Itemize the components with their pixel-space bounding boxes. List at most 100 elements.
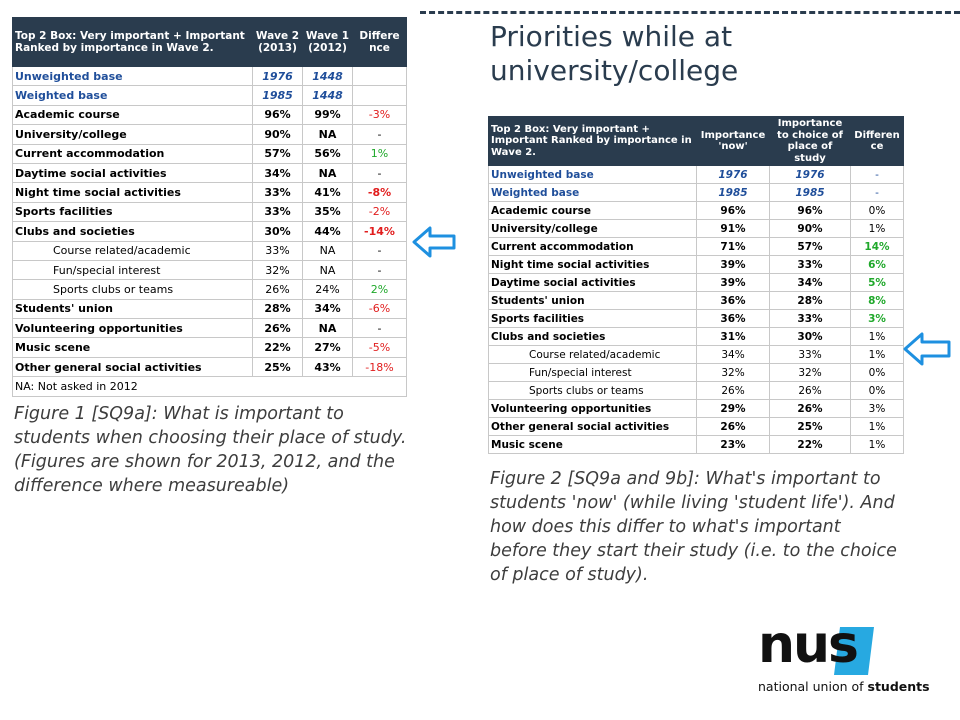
row-label: Sports facilities	[12, 201, 253, 223]
row-label: Music scene	[488, 435, 697, 454]
difference-value: -18%	[352, 356, 407, 378]
table-row: Music scene 22% 27% -5%	[12, 337, 407, 358]
row-label: Unweighted base	[488, 165, 697, 184]
value-b: NA	[302, 124, 353, 145]
value-b: 99%	[302, 104, 353, 126]
row-label: Weighted base	[12, 85, 253, 106]
row-label: Other general social activities	[12, 356, 253, 378]
row-label: Night time social activities	[12, 182, 253, 203]
row-label: Other general social activities	[488, 417, 697, 436]
value-b: 33%	[769, 345, 851, 364]
header-importance-now: Importance 'now'	[696, 116, 770, 166]
value-a: 1985	[696, 183, 770, 202]
difference-value	[352, 65, 407, 87]
header-wave1: Wave 1 (2012)	[302, 17, 353, 67]
value-a: 26%	[696, 417, 770, 436]
difference-value: 1%	[850, 345, 904, 364]
table-row: Fun/special interest 32% 32% 0%	[488, 363, 904, 382]
value-b: 24%	[302, 279, 353, 300]
value-a: 34%	[252, 162, 303, 184]
table-row: Students' union 28% 34% -6%	[12, 298, 407, 320]
value-a: 23%	[696, 435, 770, 454]
table-row: Daytime social activities 39% 34% 5%	[488, 273, 904, 292]
table-row: Students' union 36% 28% 8%	[488, 291, 904, 310]
row-label: Weighted base	[488, 183, 697, 202]
row-label: Course related/academic	[12, 240, 253, 261]
value-b: NA	[302, 162, 353, 184]
value-a: 33%	[252, 240, 303, 261]
figure1-caption: Figure 1 [SQ9a]: What is important to st…	[14, 404, 407, 496]
difference-value: 0%	[850, 363, 904, 382]
table-row: Night time social activities 39% 33% 6%	[488, 255, 904, 274]
value-a: 32%	[252, 259, 303, 281]
value-b: 1985	[769, 183, 851, 202]
difference-value: 1%	[850, 417, 904, 436]
row-label: Fun/special interest	[488, 363, 697, 382]
value-b: 25%	[769, 417, 851, 436]
difference-value: -	[352, 124, 407, 145]
value-a: 71%	[696, 237, 770, 256]
table-row: Sports facilities 33% 35% -2%	[12, 201, 407, 223]
value-b: 34%	[769, 273, 851, 292]
row-label: Academic course	[488, 201, 697, 220]
difference-value: 1%	[850, 435, 904, 454]
table-row: Volunteering opportunities 29% 26% 3%	[488, 399, 904, 418]
table-row: Current accommodation 71% 57% 14%	[488, 237, 904, 256]
difference-value: -14%	[352, 221, 407, 242]
row-label: Daytime social activities	[488, 273, 697, 292]
row-label: Music scene	[12, 337, 253, 358]
table-row: Volunteering opportunities 26% NA -	[12, 318, 407, 339]
dashed-divider	[420, 11, 960, 14]
value-a: 57%	[252, 143, 303, 164]
row-label: Current accommodation	[12, 143, 253, 164]
logo-wordmark: nus	[758, 615, 859, 675]
value-b: 1448	[302, 65, 353, 87]
row-label: Fun/special interest	[12, 259, 253, 281]
difference-value: 0%	[850, 381, 904, 400]
value-a: 31%	[696, 327, 770, 346]
value-b: 26%	[769, 381, 851, 400]
value-b: 43%	[302, 356, 353, 378]
difference-value: -	[850, 165, 904, 184]
value-b: 35%	[302, 201, 353, 223]
importance-comparison-table: Top 2 Box: Very important + Important Ra…	[488, 116, 904, 454]
value-b: 33%	[769, 309, 851, 328]
difference-value: 0%	[850, 201, 904, 220]
row-label: Sports clubs or teams	[12, 279, 253, 300]
table-row: Sports facilities 36% 33% 3%	[488, 309, 904, 328]
table-row: Other general social activities 26% 25% 1%	[488, 417, 904, 436]
row-label: Clubs and societies	[12, 221, 253, 242]
table-row: Clubs and societies 31% 30% 1%	[488, 327, 904, 346]
value-b: 90%	[769, 219, 851, 238]
difference-value: 8%	[850, 291, 904, 310]
difference-value: -6%	[352, 298, 407, 320]
difference-value: -	[352, 240, 407, 261]
value-a: 1985	[252, 85, 303, 106]
value-b: 96%	[769, 201, 851, 220]
wave-comparison-table: Top 2 Box: Very important + Important Ra…	[12, 17, 407, 397]
value-a: 22%	[252, 337, 303, 358]
difference-value: 1%	[850, 327, 904, 346]
header-label: Top 2 Box: Very important + Important Ra…	[12, 17, 253, 67]
value-a: 1976	[252, 65, 303, 87]
value-b: 26%	[769, 399, 851, 418]
value-a: 36%	[696, 291, 770, 310]
table-row: Music scene 23% 22% 1%	[488, 435, 904, 454]
value-a: 90%	[252, 124, 303, 145]
difference-value: 5%	[850, 273, 904, 292]
value-a: 33%	[252, 182, 303, 203]
value-a: 1976	[696, 165, 770, 184]
value-a: 34%	[696, 345, 770, 364]
value-b: 22%	[769, 435, 851, 454]
value-a: 96%	[696, 201, 770, 220]
value-a: 32%	[696, 363, 770, 382]
table-row: Clubs and societies 30% 44% -14%	[12, 221, 407, 242]
difference-value: -5%	[352, 337, 407, 358]
value-a: 91%	[696, 219, 770, 238]
table-note: NA: Not asked in 2012	[12, 376, 407, 397]
row-label: Sports clubs or teams	[488, 381, 697, 400]
table-row: Unweighted base 1976 1448	[12, 65, 407, 87]
row-label: Academic course	[12, 104, 253, 126]
difference-value: 1%	[352, 143, 407, 164]
row-label: Daytime social activities	[12, 162, 253, 184]
